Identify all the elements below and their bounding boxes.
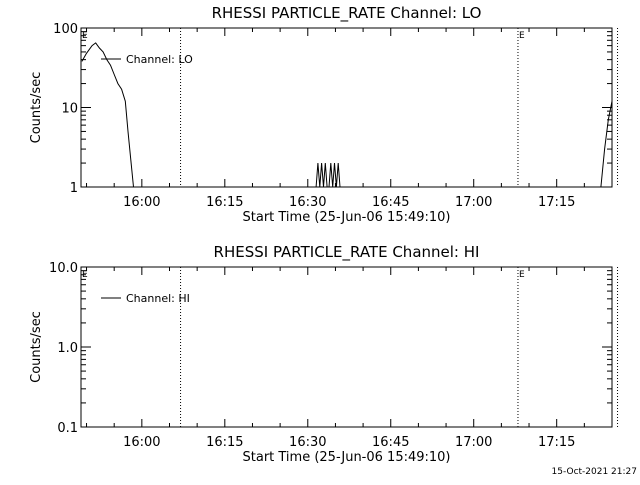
hi-x-tick-label: 17:15 (538, 435, 575, 450)
hi-y-tick-label: 1.0 (57, 341, 78, 356)
hi-event-marker-label: E (519, 270, 525, 280)
lo-channel-panel: RHESSI PARTICLE_RATE Channel: LO 16:00 16:… (29, 4, 619, 225)
lo-x-tick-label: 16:45 (372, 195, 409, 210)
lo-y-tick-label: 10 (61, 102, 78, 117)
lo-plot-frame (80, 27, 613, 188)
hi-x-tick-label: 17:00 (455, 435, 492, 450)
lo-y-axis-label: Counts/sec (29, 72, 44, 144)
lo-x-tick-label: 16:15 (206, 195, 243, 210)
lo-y-tick-label: 100 (53, 22, 78, 37)
lo-chart-title: RHESSI PARTICLE_RATE Channel: LO (212, 4, 482, 23)
lo-series-line (600, 101, 613, 188)
plot-timestamp: 15-Oct-2021 21:27 (552, 467, 637, 477)
hi-y-tick-label: 0.1 (57, 421, 78, 436)
lo-x-axis-label: Start Time (25-Jun-06 15:49:10) (243, 210, 451, 225)
hi-event-marker-label: E (82, 270, 88, 280)
hi-chart-title: RHESSI PARTICLE_RATE Channel: HI (214, 243, 480, 262)
lo-series-line (315, 163, 341, 188)
lo-event-marker-label: E (82, 31, 88, 41)
hi-x-tick-label: 16:15 (206, 435, 243, 450)
hi-x-tick-label: 16:45 (372, 435, 409, 450)
lo-x-tick-label: 17:15 (538, 195, 575, 210)
hi-x-tick-label: 16:30 (289, 435, 326, 450)
lo-series-line (81, 42, 134, 188)
lo-event-marker-label: E (519, 31, 525, 41)
lo-legend-label: Channel: LO (126, 53, 193, 66)
hi-x-axis-label: Start Time (25-Jun-06 15:49:10) (243, 450, 451, 465)
hi-legend-label: Channel: HI (126, 292, 190, 305)
lo-x-tick-label: 16:00 (123, 195, 160, 210)
lo-x-tick-label: 16:30 (289, 195, 326, 210)
hi-y-tick-label: 10.0 (49, 261, 78, 276)
lo-y-tick-label: 1 (70, 181, 78, 196)
lo-x-tick-label: 17:00 (455, 195, 492, 210)
hi-y-axis-label: Counts/sec (29, 311, 44, 383)
hi-plot-frame (80, 266, 613, 428)
hi-channel-panel: RHESSI PARTICLE_RATE Channel: HI 16:00 16:… (29, 243, 619, 465)
hi-x-tick-label: 16:00 (123, 435, 160, 450)
